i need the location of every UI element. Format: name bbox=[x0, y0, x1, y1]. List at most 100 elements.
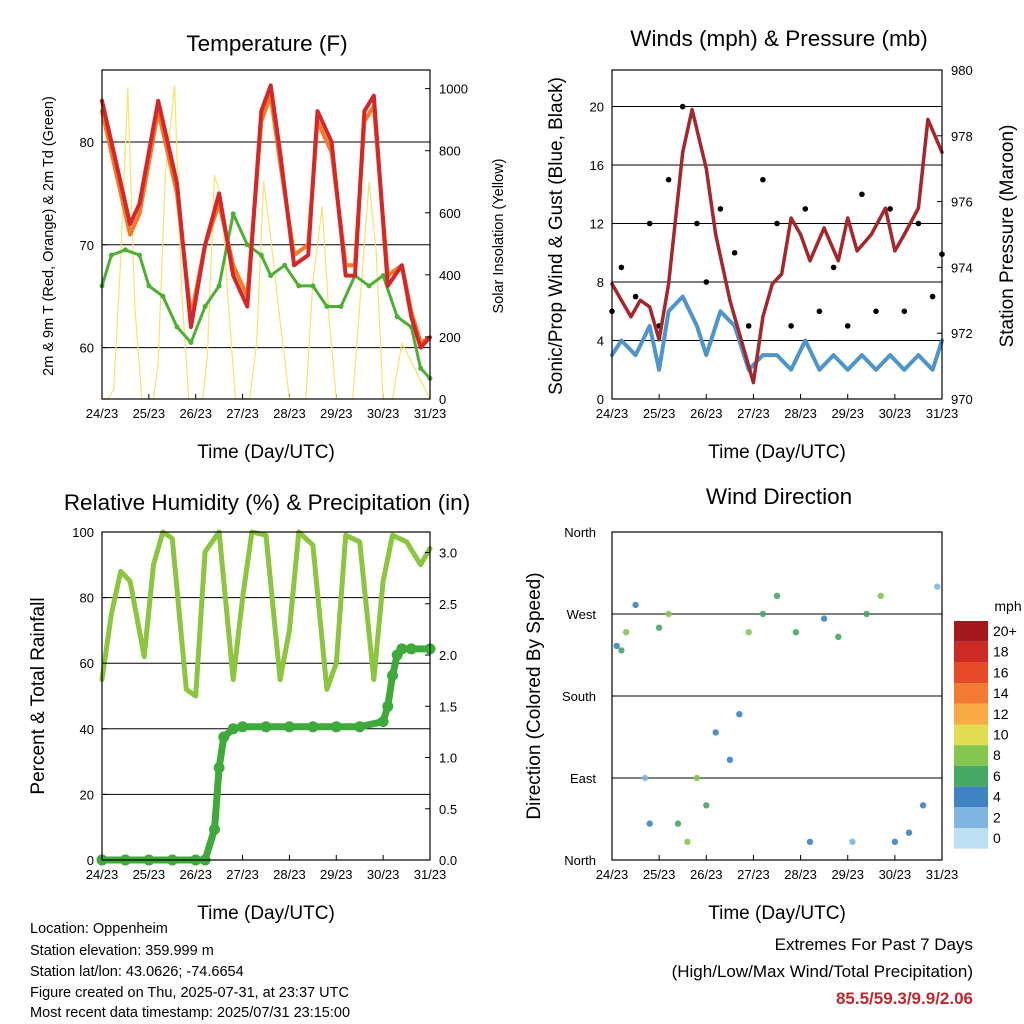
x-tick-label: 24/23 bbox=[86, 406, 119, 421]
precip-point bbox=[209, 823, 220, 835]
t2m-series-line bbox=[100, 83, 432, 350]
y-tick-label: 0 bbox=[87, 853, 94, 868]
x-tick-label: 24/23 bbox=[86, 867, 119, 882]
pressure-series-line bbox=[610, 107, 944, 385]
x-tick-label: 25/23 bbox=[133, 406, 166, 421]
gust-point bbox=[830, 264, 837, 271]
direction-point bbox=[622, 629, 630, 636]
gust-point bbox=[788, 323, 794, 329]
y-tick-label: 80 bbox=[80, 135, 94, 150]
gust-point bbox=[802, 206, 809, 212]
direction-point bbox=[877, 592, 884, 599]
colorbar-swatch bbox=[954, 724, 988, 746]
x-tick-label: 25/23 bbox=[643, 867, 676, 882]
direction-point bbox=[891, 838, 899, 845]
x-tick-label: 29/23 bbox=[320, 406, 353, 421]
colorbar-swatch bbox=[954, 828, 988, 849]
y-right-tick-label: 200 bbox=[439, 330, 461, 345]
y-right-tick-label: 1000 bbox=[439, 82, 468, 97]
x-tick-label: 26/23 bbox=[690, 867, 723, 882]
td-point bbox=[268, 273, 274, 279]
x-tick-label: 31/23 bbox=[926, 867, 959, 882]
gust-point bbox=[844, 323, 851, 329]
y-right-tick-label: 600 bbox=[439, 206, 461, 221]
td-point bbox=[174, 324, 180, 330]
gust-point bbox=[694, 220, 700, 227]
colorbar-swatch bbox=[954, 662, 988, 684]
td-point bbox=[258, 252, 264, 258]
chart-title: Relative Humidity (%) & Precipitation (i… bbox=[64, 490, 470, 515]
y-right-tick-label: 970 bbox=[951, 392, 973, 407]
y-right-tick-label: 978 bbox=[951, 129, 973, 144]
x-tick-label: 27/23 bbox=[737, 406, 770, 421]
y-right-tick-label: 0 bbox=[439, 392, 446, 407]
direction-point bbox=[919, 802, 927, 809]
footer-latlon: Station lat/lon: 43.0626; -74.6654 bbox=[30, 964, 244, 980]
direction-point bbox=[618, 647, 625, 654]
y-tick-label: 60 bbox=[80, 341, 94, 356]
direction-point bbox=[693, 774, 701, 782]
x-tick-label: 28/23 bbox=[273, 406, 306, 421]
x-tick-label: 29/23 bbox=[831, 867, 864, 882]
x-tick-label: 31/23 bbox=[414, 867, 447, 882]
extremes-title: Extremes For Past 7 Days bbox=[774, 935, 973, 954]
y-tick-label: 80 bbox=[80, 591, 94, 606]
td-point bbox=[216, 283, 222, 289]
footer-created: Figure created on Thu, 2025-07-31, at 23… bbox=[30, 985, 349, 1001]
td-point bbox=[188, 340, 194, 345]
precip-point bbox=[307, 721, 319, 733]
colorbar-label: 14 bbox=[993, 685, 1009, 701]
chart-panel-2: Winds (mph) & Pressure (mb) Time (Day/UTC… bbox=[546, 26, 1018, 463]
precip-point bbox=[237, 721, 249, 733]
extremes-values: 85.5/59.3/9.9/2.06 bbox=[835, 989, 973, 1008]
direction-point bbox=[820, 615, 828, 622]
gust-point bbox=[859, 191, 865, 198]
colorbar-swatch bbox=[954, 703, 988, 725]
direction-point bbox=[792, 629, 800, 636]
x-tick-label: 28/23 bbox=[784, 406, 817, 421]
direction-point bbox=[905, 829, 913, 836]
direction-point bbox=[934, 583, 941, 590]
direction-point bbox=[759, 610, 767, 618]
x-tick-label: 29/23 bbox=[320, 867, 353, 882]
direction-point bbox=[665, 610, 672, 618]
chart-title: Wind Direction bbox=[706, 484, 852, 509]
rh-series-line bbox=[99, 529, 433, 699]
colorbar-label: 4 bbox=[993, 789, 1001, 805]
footer-location: Location: Oppenheim bbox=[30, 921, 168, 937]
td-point bbox=[282, 262, 288, 268]
td-point bbox=[108, 252, 114, 258]
precip-point bbox=[405, 643, 417, 655]
direction-point bbox=[863, 610, 870, 618]
x-axis-label: Time (Day/UTC) bbox=[708, 442, 846, 463]
precip-point bbox=[377, 716, 389, 728]
x-tick-label: 25/23 bbox=[133, 867, 166, 882]
precip-point bbox=[218, 731, 230, 743]
gust-point bbox=[745, 323, 752, 329]
x-tick-label: 29/23 bbox=[831, 406, 864, 421]
x-tick-label: 28/23 bbox=[784, 867, 817, 882]
x-tick-label: 30/23 bbox=[367, 406, 400, 421]
direction-point bbox=[745, 629, 752, 636]
y-right-tick-label: 980 bbox=[951, 63, 973, 78]
y-tick-label: 16 bbox=[590, 158, 604, 173]
y-tick-label: 20 bbox=[80, 787, 94, 802]
colorbar-label: 8 bbox=[993, 747, 1001, 763]
y-right-axis-label: Solar Insolation (Yellow) bbox=[491, 158, 507, 313]
gust-point bbox=[717, 206, 724, 212]
y-right-tick-label: 0.5 bbox=[439, 802, 457, 817]
y-tick-label: South bbox=[562, 689, 596, 704]
colorbar-swatch bbox=[954, 641, 988, 663]
x-axis-label: Time (Day/UTC) bbox=[708, 903, 846, 924]
x-tick-label: 30/23 bbox=[879, 867, 912, 882]
colorbar-label: 6 bbox=[993, 768, 1001, 784]
x-tick-label: 31/23 bbox=[926, 406, 959, 421]
gust-point bbox=[774, 220, 780, 227]
gust-point bbox=[816, 308, 823, 315]
gust-point bbox=[929, 293, 936, 300]
y-right-tick-label: 0.0 bbox=[439, 853, 457, 868]
colorbar-swatch bbox=[954, 621, 988, 642]
y-tick-label: 60 bbox=[80, 656, 94, 671]
gust-point bbox=[760, 176, 766, 183]
y-right-tick-label: 1.5 bbox=[439, 699, 457, 714]
